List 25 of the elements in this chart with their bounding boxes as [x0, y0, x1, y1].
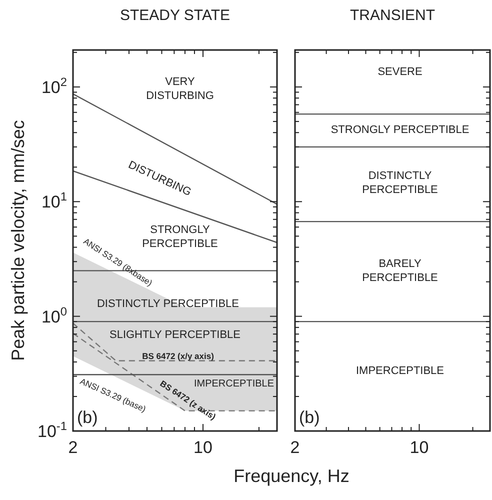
- y-tick-label: 10$^{1}$: [41, 190, 68, 212]
- annotation: DISTINCTLY PERCEPTIBLE: [96, 298, 240, 310]
- annotation: SEVERE: [378, 66, 422, 78]
- y-tick-label: 10$^{0}$: [41, 304, 68, 326]
- x-tick-label: 10: [410, 438, 429, 457]
- y-tick-label: 10$^{2}$: [41, 74, 68, 97]
- annotation: IMPERCEPTIBLE: [356, 364, 444, 377]
- annotation: IMPERCEPTIBLE: [194, 378, 274, 390]
- x-tick-label: 2: [68, 438, 78, 457]
- annotation: STRONGLY PERCEPTIBLE: [330, 124, 470, 136]
- annotation: BARELY PERCEPTIBLE: [362, 258, 438, 284]
- annotation: SLIGHTLY PERCEPTIBLE: [109, 328, 241, 341]
- x-axis-title: Frequency, Hz: [234, 466, 350, 486]
- y-tick-label: 10$^{-1}$: [38, 419, 68, 441]
- y-axis-title: Peak particle velocity, mm/sec: [8, 120, 28, 361]
- chart-title: TRANSIENT: [350, 7, 436, 24]
- annotation: VERY DISTURBING: [146, 76, 214, 102]
- annotation: DISTINCTLY PERCEPTIBLE: [362, 170, 438, 196]
- x-tick-label: 2: [290, 438, 300, 457]
- annotation: (b): [77, 408, 98, 427]
- annotation: BS 6472 (x/y axis): [142, 350, 214, 361]
- annotation: (b): [299, 408, 320, 427]
- x-tick-label: 10: [194, 438, 212, 457]
- annotation: STRONGLY PERCEPTIBLE: [142, 224, 218, 250]
- chart-title: STEADY STATE: [120, 7, 230, 24]
